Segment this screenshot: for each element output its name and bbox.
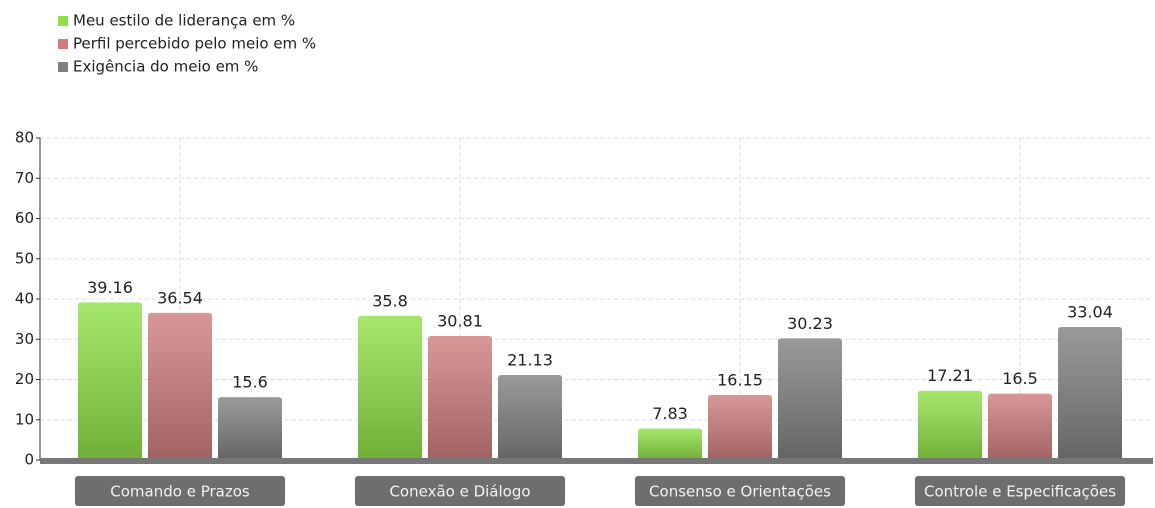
bar-shade: [638, 428, 702, 460]
value-label: 30.23: [787, 314, 833, 333]
value-label: 16.15: [717, 370, 763, 389]
y-tick-label: 30: [15, 330, 34, 348]
value-label: 39.16: [87, 278, 133, 297]
value-label: 35.8: [372, 291, 408, 310]
category-box: [915, 476, 1125, 506]
bar-shade: [498, 374, 562, 460]
value-label: 36.54: [157, 288, 203, 307]
y-tick-label: 70: [15, 169, 34, 187]
y-tick-label: 80: [15, 129, 34, 147]
legend-swatch: [58, 16, 68, 26]
y-tick-label: 0: [24, 451, 34, 469]
bar-shade: [148, 312, 212, 460]
value-label: 33.04: [1067, 303, 1113, 322]
x-tick-label: Controle e Especificações: [924, 483, 1116, 501]
legend-label: Meu estilo de liderança em %: [73, 12, 295, 30]
y-tick-label: 60: [15, 209, 34, 227]
bar-shade: [778, 338, 842, 460]
bar-shade: [1058, 327, 1122, 460]
legend-swatch: [58, 39, 68, 49]
value-label: 30.81: [437, 311, 483, 330]
value-label: 16.5: [1002, 369, 1038, 388]
x-tick-label: Consenso e Orientações: [649, 483, 831, 501]
bar-shade: [708, 394, 772, 460]
category-box: [75, 476, 285, 506]
category-box: [355, 476, 565, 506]
value-label: 17.21: [927, 366, 973, 385]
bar-shade: [988, 393, 1052, 460]
x-tick-label: Conexão e Diálogo: [389, 483, 530, 501]
value-label: 15.6: [232, 373, 268, 392]
bar-shade: [358, 315, 422, 460]
value-label: 21.13: [507, 350, 553, 369]
legend-label: Exigência do meio em %: [73, 58, 258, 76]
x-tick-label: Comando e Prazos: [110, 483, 250, 501]
y-tick-label: 10: [15, 410, 34, 428]
y-tick-label: 20: [15, 370, 34, 388]
y-tick-label: 50: [15, 249, 34, 267]
y-tick-label: 40: [15, 290, 34, 308]
category-box: [635, 476, 845, 506]
legend-label: Perfil percebido pelo meio em %: [73, 35, 316, 53]
bar-shade: [918, 390, 982, 460]
value-label: 7.83: [652, 404, 688, 423]
legend-swatch: [58, 62, 68, 72]
bar-shade: [78, 302, 142, 460]
bar-shade: [218, 397, 282, 460]
baseline: [40, 458, 1153, 464]
bar-shade: [428, 335, 492, 460]
